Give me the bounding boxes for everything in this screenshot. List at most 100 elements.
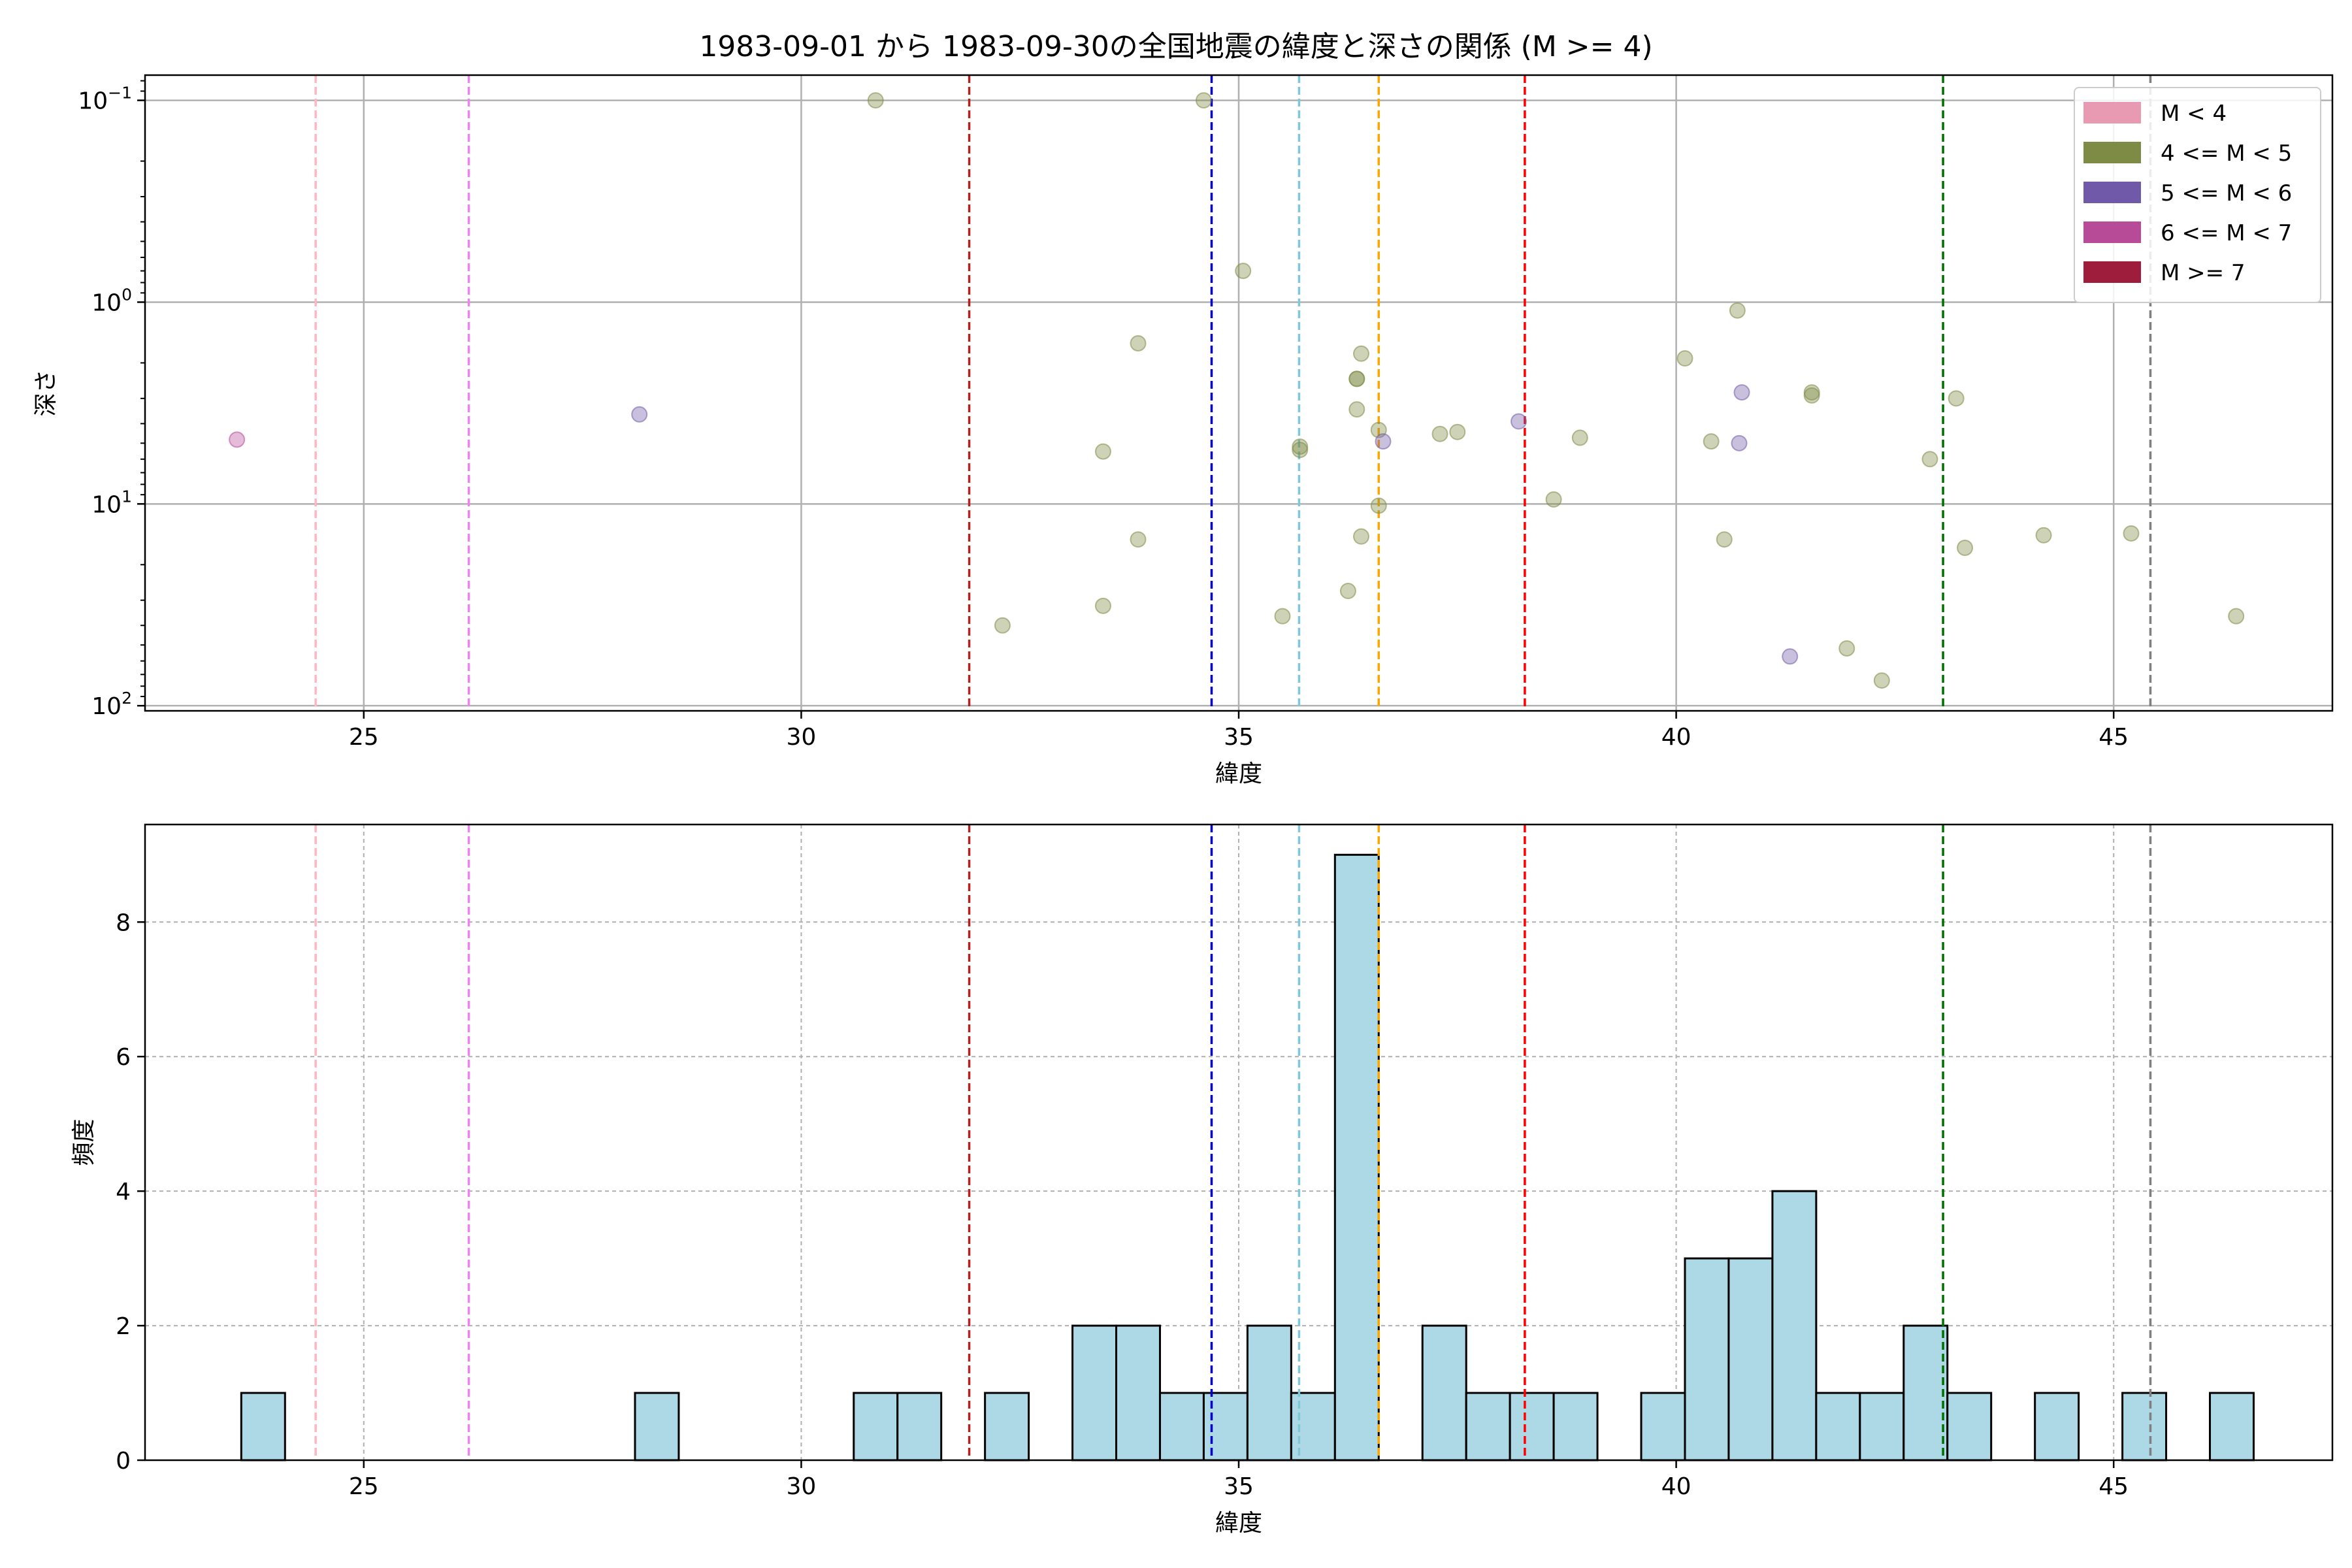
- scatter-point: [1838, 640, 1855, 657]
- scatter-point: [631, 406, 648, 423]
- histogram-bar: [1421, 1324, 1467, 1462]
- histogram-y-ticks: 0 2 4 6 8: [116, 909, 145, 1475]
- scatter-y-tick-label: 10−1: [78, 84, 132, 115]
- legend-swatch: [2083, 142, 2141, 163]
- histogram-y-tick-label: 8: [116, 909, 131, 936]
- histogram-bar: [1859, 1392, 1905, 1462]
- scatter-point: [2228, 608, 2245, 625]
- scatter-x-tick-label: 40: [1661, 724, 1691, 751]
- scatter-point: [1731, 434, 1748, 451]
- legend-label: 5 <= M < 6: [2161, 180, 2292, 206]
- legend-label: 4 <= M < 5: [2161, 140, 2292, 167]
- scatter-point: [1339, 583, 1356, 600]
- histogram-bar: [1071, 1324, 1118, 1462]
- tick-base: 10: [91, 491, 122, 518]
- histogram-bar: [2209, 1392, 2255, 1462]
- histogram-bar: [1290, 1392, 1336, 1462]
- legend-label: 6 <= M < 7: [2161, 220, 2292, 246]
- histogram-bar: [896, 1392, 943, 1462]
- scatter-point: [1571, 429, 1588, 446]
- tick-base: 10: [78, 88, 108, 115]
- scatter-point: [229, 431, 246, 448]
- histogram-bar: [1552, 1392, 1599, 1462]
- scatter-point: [2123, 525, 2140, 542]
- tick-base: 10: [91, 289, 122, 316]
- tick-exponent: −1: [108, 84, 132, 103]
- scatter-point: [1716, 531, 1733, 548]
- tick-exponent: 0: [122, 285, 132, 304]
- histogram-bar: [2121, 1392, 2168, 1462]
- legend-swatch: [2083, 182, 2141, 203]
- histogram-bar: [1202, 1392, 1249, 1462]
- histogram-bar: [1946, 1392, 1993, 1462]
- histogram-bar: [1509, 1392, 1555, 1462]
- histogram-x-tick-label: 45: [2099, 1473, 2129, 1500]
- scatter-point: [1782, 648, 1799, 665]
- histogram-bar: [1815, 1392, 1861, 1462]
- histogram-bar: [240, 1392, 286, 1462]
- histogram-bar: [1115, 1324, 1161, 1462]
- scatter-point: [1094, 597, 1111, 614]
- histogram-bars: [240, 853, 2255, 1462]
- scatter-point: [1948, 390, 1965, 407]
- histogram-bar: [634, 1392, 680, 1462]
- scatter-point: [1803, 387, 1820, 404]
- histogram-x-tick-label: 40: [1661, 1473, 1691, 1500]
- scatter-point: [867, 92, 884, 109]
- scatter-point: [1130, 335, 1147, 351]
- histogram-y-tick-label: 6: [116, 1044, 131, 1071]
- tick-exponent: 2: [122, 689, 132, 708]
- histogram-vlines: [314, 825, 2152, 1460]
- histogram-bar: [1158, 1392, 1205, 1462]
- scatter-x-ticks: 25 30 35 40 45: [349, 711, 2129, 751]
- scatter-point: [1921, 451, 1938, 468]
- scatter-point: [1292, 442, 1309, 459]
- scatter-y-axis-label: 深さ: [33, 369, 59, 416]
- scatter-point: [1873, 672, 1890, 689]
- scatter-point: [1274, 608, 1291, 625]
- figure-title: 1983-09-01 から 1983-09-30の全国地震の緯度と深さの関係 (…: [699, 30, 1652, 63]
- scatter-y-tick-label: 100: [91, 285, 132, 316]
- scatter-y-tick-label: 101: [91, 487, 132, 518]
- scatter-x-tick-label: 25: [349, 724, 379, 751]
- histogram-bar: [2034, 1392, 2080, 1462]
- tick-base: 10: [91, 693, 122, 720]
- scatter-point: [1370, 497, 1387, 514]
- histogram-bar: [1465, 1392, 1511, 1462]
- histogram-bar: [1903, 1324, 1949, 1462]
- scatter-x-tick-label: 35: [1224, 724, 1254, 751]
- scatter-point: [1676, 350, 1693, 367]
- histogram-bar: [1684, 1257, 1730, 1462]
- scatter-point: [1235, 263, 1252, 280]
- scatter-point: [1352, 528, 1369, 545]
- histogram-x-ticks: 25 30 35 40 45: [349, 1460, 2129, 1500]
- histogram-panel: 25 30 35 40 45 0 2 4 6 8 緯度 頻度: [71, 823, 2334, 1537]
- scatter-grid: [145, 75, 2332, 711]
- scatter-x-tick-label: 45: [2099, 724, 2129, 751]
- scatter-point: [1545, 491, 1562, 508]
- histogram-bar: [1640, 1392, 1686, 1462]
- histogram-bar: [1246, 1324, 1292, 1462]
- scatter-y-tick-label: 102: [91, 689, 132, 720]
- histogram-y-axis-label: 頻度: [71, 1119, 97, 1166]
- histogram-bar: [984, 1392, 1030, 1462]
- histogram-bar: [853, 1392, 899, 1462]
- scatter-points: [229, 92, 2245, 689]
- legend-swatch: [2083, 102, 2141, 123]
- scatter-point: [1348, 401, 1365, 418]
- legend-swatch: [2083, 221, 2141, 243]
- histogram-y-tick-label: 0: [116, 1448, 131, 1475]
- scatter-point: [1195, 92, 1212, 109]
- scatter-point: [1449, 423, 1466, 440]
- histogram-bar: [1727, 1257, 1774, 1462]
- histogram-bar: [1333, 853, 1380, 1462]
- scatter-point: [1431, 425, 1448, 442]
- scatter-point: [1729, 302, 1746, 319]
- scatter-point: [1957, 539, 1974, 556]
- histogram-bar: [1771, 1190, 1818, 1462]
- histogram-x-tick-label: 30: [786, 1473, 816, 1500]
